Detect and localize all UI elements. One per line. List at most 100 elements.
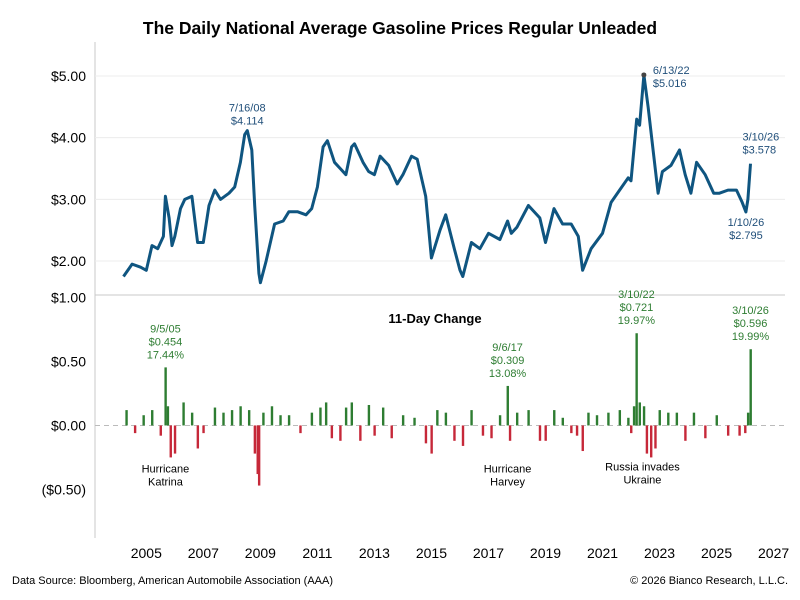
- change-annotation: $0.309: [491, 355, 525, 367]
- x-tick-label: 2017: [473, 545, 504, 560]
- copyright: © 2026 Bianco Research, L.L.C.: [630, 575, 788, 587]
- change-bar: [257, 425, 261, 486]
- change-bar: [595, 415, 599, 426]
- change-bar: [527, 410, 530, 426]
- change-annotation: 3/10/26: [732, 305, 769, 317]
- price-annotation: 6/13/22: [653, 65, 690, 77]
- change-bar: [506, 385, 509, 426]
- price-annotation: $4.114: [231, 116, 264, 128]
- price-annotation: $2.795: [729, 230, 763, 242]
- change-bar: [319, 407, 322, 426]
- x-tick-label: 2013: [359, 545, 390, 560]
- change-bar: [744, 425, 747, 434]
- change-y-axis: $1.00 $0.50 $0.00 ($0.50): [42, 290, 87, 498]
- change-bar: [498, 415, 502, 426]
- change-y-tick-label: ($0.50): [42, 481, 86, 497]
- change-annotation: 3/10/22: [618, 289, 655, 301]
- change-annotation: 17.44%: [147, 349, 185, 361]
- change-bar: [367, 404, 371, 426]
- change-bars: [125, 333, 752, 486]
- change-bar: [544, 425, 547, 441]
- change-bar: [749, 349, 752, 426]
- change-bar: [561, 417, 565, 426]
- change-y-tick-label: $0.50: [51, 354, 86, 370]
- price-y-axis: $5.00 $4.00 $3.00 $2.00: [51, 68, 86, 269]
- price-line: [122, 73, 752, 285]
- event-label: Hurricane: [484, 463, 532, 475]
- change-bar: [645, 425, 649, 454]
- price-y-tick-label: $5.00: [51, 68, 86, 84]
- event-label: Ukraine: [623, 474, 661, 486]
- change-bar: [684, 425, 687, 441]
- change-bar: [166, 406, 170, 426]
- change-bar: [630, 425, 633, 434]
- change-bar: [159, 425, 162, 436]
- change-bar: [570, 425, 573, 434]
- change-bar: [667, 412, 670, 426]
- change-bar: [618, 410, 622, 426]
- change-bar: [359, 425, 362, 441]
- data-source: Data Source: Bloomberg, American Automob…: [12, 575, 333, 587]
- change-bar: [581, 425, 584, 452]
- change-bar: [658, 410, 661, 426]
- price-y-tick-label: $2.00: [51, 253, 86, 269]
- change-bar: [746, 412, 750, 426]
- x-tick-label: 2021: [587, 545, 618, 560]
- change-bar: [704, 425, 707, 439]
- change-annotation: $0.454: [149, 336, 183, 348]
- x-tick-label: 2005: [131, 545, 162, 560]
- change-bar: [253, 425, 257, 454]
- change-bar: [587, 412, 590, 426]
- change-bar: [142, 415, 145, 426]
- change-bar: [222, 412, 225, 426]
- change-annotation: 13.08%: [489, 368, 527, 380]
- x-tick-label: 2015: [416, 545, 447, 560]
- price-annotation: 7/16/08: [229, 103, 266, 115]
- change-bar: [169, 425, 172, 458]
- change-bar: [270, 406, 274, 426]
- change-bar: [239, 406, 242, 426]
- change-bar: [202, 425, 205, 434]
- x-tick-label: 2019: [530, 545, 561, 560]
- change-annotation: 9/6/17: [492, 342, 523, 354]
- change-bar: [262, 412, 265, 426]
- change-bar: [344, 407, 348, 426]
- peak-marker: [641, 72, 647, 78]
- change-bar: [470, 410, 473, 426]
- price-annotations: 7/16/08$4.114 6/13/22$5.016 3/10/26$3.578 1…: [229, 65, 779, 242]
- change-annotation: 19.97%: [618, 315, 656, 327]
- change-bar: [738, 425, 741, 436]
- event-label: Harvey: [490, 476, 525, 488]
- change-bar: [675, 412, 679, 426]
- gasoline-price-chart: $5.00 $4.00 $3.00 $2.00 $1.00 $0.50 $0.00 ($0.…: [42, 42, 790, 560]
- change-bar: [287, 415, 291, 426]
- change-bar: [125, 410, 128, 426]
- change-bar: [430, 425, 433, 454]
- x-tick-label: 2027: [758, 545, 789, 560]
- change-bar: [627, 417, 630, 426]
- change-bar: [350, 402, 354, 426]
- change-bar: [508, 425, 512, 441]
- change-bar: [635, 333, 638, 426]
- event-label: Katrina: [148, 476, 184, 488]
- change-bar: [607, 412, 610, 426]
- x-tick-label: 2007: [188, 545, 219, 560]
- change-bar: [330, 425, 334, 439]
- change-annotation: $0.721: [620, 302, 654, 314]
- event-label: Hurricane: [142, 463, 190, 475]
- x-axis: 2005 2007 2009 2011 2013 2015 2017 2019 2021 2023…: [131, 545, 790, 560]
- price-annotation: $3.578: [743, 145, 777, 157]
- price-annotation: $5.016: [653, 78, 687, 90]
- price-annotation: 3/10/26: [743, 132, 780, 144]
- change-annotation: $0.596: [734, 318, 768, 330]
- change-bar: [390, 425, 393, 439]
- change-bar: [151, 410, 154, 426]
- change-bar: [373, 425, 376, 436]
- price-y-tick-label: $3.00: [51, 191, 86, 207]
- change-bar: [638, 402, 641, 426]
- change-bar: [401, 415, 405, 426]
- change-bar: [247, 410, 251, 426]
- change-y-tick-label: $0.00: [51, 417, 86, 433]
